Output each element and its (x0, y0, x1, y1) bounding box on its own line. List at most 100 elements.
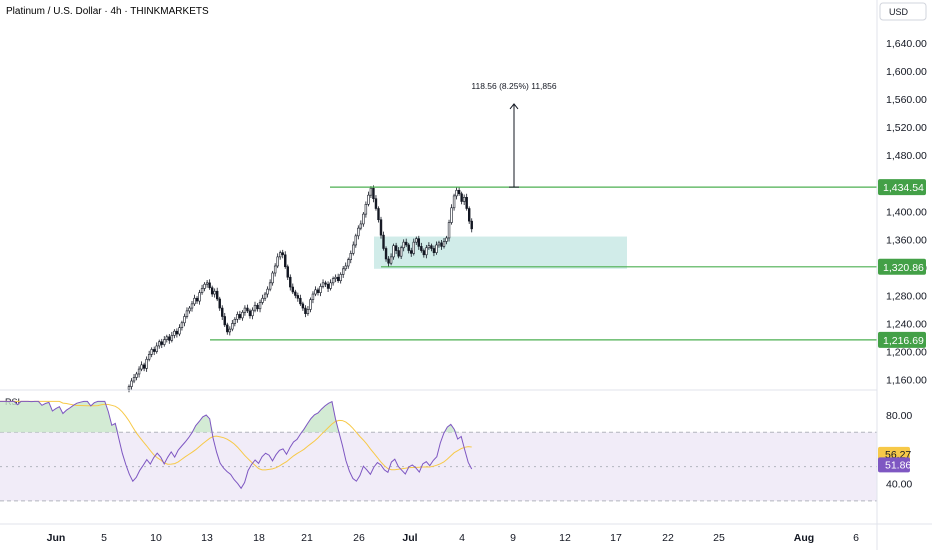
candle (399, 245, 403, 259)
time-label: 22 (662, 532, 674, 544)
candle (261, 294, 264, 305)
candle (296, 292, 300, 302)
candle (291, 283, 294, 295)
price-tick-label: 1,520.00 (886, 122, 927, 134)
candle (427, 242, 431, 250)
candle (407, 242, 410, 254)
time-label: 25 (713, 532, 725, 544)
candle (190, 301, 194, 312)
candle (344, 262, 347, 271)
candle (150, 347, 153, 358)
candle (467, 206, 471, 224)
candle (455, 187, 458, 200)
candle (341, 266, 345, 278)
price-tick-label: 1,400.00 (886, 206, 927, 218)
candle (158, 339, 161, 349)
candle (417, 235, 420, 250)
candle (319, 283, 322, 297)
candle (392, 243, 395, 260)
candle (256, 303, 259, 312)
candle (218, 296, 221, 311)
candle (155, 342, 158, 354)
candle (301, 301, 305, 311)
candle (377, 206, 380, 223)
candle (450, 204, 453, 225)
candle (127, 384, 131, 393)
candle (175, 328, 179, 338)
candle (306, 305, 310, 316)
level-tag: 1,216.69 (878, 331, 926, 348)
candle (289, 274, 292, 291)
candle (223, 312, 226, 327)
candle (359, 220, 363, 231)
candle (404, 238, 408, 248)
level-tag: 1,320.86 (878, 258, 926, 275)
svg-text:1,320.86: 1,320.86 (883, 262, 924, 274)
candle (130, 378, 133, 391)
price-tick-label: 1,200.00 (886, 347, 927, 359)
candle (170, 331, 174, 343)
candle (248, 308, 252, 319)
candle (304, 305, 307, 318)
candle (334, 274, 337, 283)
candle (238, 310, 242, 320)
svg-text:1,434.54: 1,434.54 (883, 182, 924, 194)
price-axis[interactable]: 1,640.00 1,600.00 1,560.00 1,520.00 1,480.00… (886, 38, 927, 387)
time-label: 18 (253, 532, 265, 544)
projection-arrow: 118.56 (8.25%) 11,856 (471, 81, 557, 188)
candle (437, 240, 441, 248)
candle (347, 257, 350, 269)
candle (324, 280, 327, 288)
candle (278, 250, 282, 260)
candle (266, 286, 269, 298)
candle (384, 246, 388, 262)
candle (195, 296, 199, 304)
time-label: 10 (150, 532, 162, 544)
candle (200, 284, 204, 295)
level-price-tags: 1,434.54 1,320.86 1,216.69 (878, 179, 926, 348)
time-label: 4 (459, 532, 465, 544)
candle (374, 195, 378, 211)
price-tick-label: 1,600.00 (886, 66, 927, 78)
candle (462, 194, 466, 205)
price-tick-label: 1,240.00 (886, 318, 927, 330)
price-tick-label: 1,560.00 (886, 94, 927, 106)
candle (430, 243, 433, 252)
candle (352, 241, 355, 256)
candle (208, 279, 211, 290)
candle (457, 186, 461, 196)
candle (241, 310, 244, 321)
candle (216, 287, 219, 302)
time-axis[interactable]: Jun 5 10 13 18 21 26 Jul 4 9 12 17 22 25 Aug 6 (47, 532, 859, 544)
candle (160, 338, 163, 349)
candle (251, 307, 254, 320)
price-tick-label: 1,480.00 (886, 150, 927, 162)
candle (135, 371, 138, 381)
candle (445, 235, 448, 245)
candle (246, 304, 249, 313)
candle (470, 218, 473, 233)
candle (258, 299, 262, 313)
candle (412, 238, 415, 256)
rsi-tick-label: 80.00 (886, 410, 912, 422)
candle (210, 285, 214, 297)
candle (286, 264, 289, 281)
rsi-line (0, 400, 473, 490)
candle (354, 233, 357, 248)
candle (410, 247, 413, 257)
candle (243, 305, 247, 316)
candle (422, 248, 426, 258)
candle (185, 307, 189, 319)
time-label: Jul (402, 532, 417, 544)
rsi-tick-label: 40.00 (886, 479, 912, 491)
projection-label: 118.56 (8.25%) 11,856 (471, 81, 556, 91)
currency-box[interactable] (879, 2, 927, 21)
support-resistance-levels (210, 186, 877, 341)
candle (276, 253, 279, 269)
candle (253, 301, 257, 313)
candle (188, 305, 191, 314)
candle (382, 231, 385, 251)
time-label: Jun (47, 532, 66, 544)
rsi-axis[interactable]: 80.00 40.00 (886, 410, 912, 491)
